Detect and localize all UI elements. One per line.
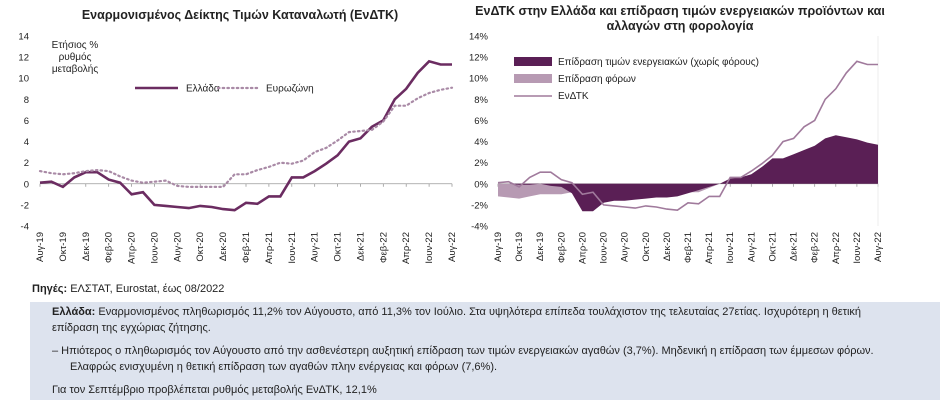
right-y-tick-label: -4%: [471, 222, 488, 233]
left-x-tick-label: Οκτ-20: [195, 232, 206, 262]
right-y-tick-label: 6%: [474, 116, 488, 127]
right-x-tick-label: Δεκ-21: [789, 232, 800, 261]
left-x-tick-label: Αυγ-19: [35, 232, 46, 262]
right-y-tick-label: 0%: [474, 179, 488, 190]
commentary-paragraph-1: Ελλάδα: Εναρμονισμένος πληθωρισμός 11,2%…: [52, 305, 902, 336]
commentary-greece-text: Εναρμονισμένος πληθωρισμός 11,2% τον Αύγ…: [52, 306, 862, 334]
left-series-line-eurozone: [38, 86, 454, 188]
left-y-tick-label: 4: [24, 137, 29, 148]
left-x-tick-label: Αυγ-22: [447, 232, 458, 262]
right-y-tick-label: 12%: [469, 53, 489, 64]
left-x-tick-label: Φεβ-20: [104, 232, 115, 263]
commentary-paragraph-2: – Ηπιότερος ο πληθωρισμός τον Αύγουστο α…: [52, 345, 874, 373]
left-y-tick-label: 12: [18, 53, 29, 64]
right-x-tick-label: Αυγ-21: [746, 232, 757, 262]
right-x-tick-label: Οκτ-19: [514, 232, 525, 262]
left-x-tick-label: Αυγ-20: [172, 232, 183, 262]
sources-line: Πηγές: ΕΛΣΤΑΤ, Eurostat, έως 08/2022: [32, 283, 224, 295]
right-x-tick-label: Αυγ-19: [493, 232, 504, 262]
right-legend-label-taxes: Επίδραση φόρων: [558, 73, 636, 85]
left-x-tick-label: Δεκ-19: [81, 232, 92, 261]
right-x-tick-label: Απρ-21: [704, 232, 715, 264]
right-y-tick-label: 4%: [474, 137, 488, 148]
right-legend-swatch-energy: [514, 57, 552, 66]
left-x-tick-label: Απρ-20: [127, 232, 138, 264]
left-y-tick-label: -4: [21, 222, 29, 233]
right-x-tick-label: Αυγ-20: [620, 232, 631, 262]
right-x-tick-label: Φεβ-20: [556, 232, 567, 263]
sources-text: ΕΛΣΤΑΤ, Eurostat, έως 08/2022: [67, 283, 225, 295]
left-y-tick-label: -2: [21, 200, 29, 211]
left-series-line-greece: [39, 59, 452, 212]
right-legend-label-energy: Επίδραση τιμών ενεργειακών (χωρίς φόρους…: [558, 56, 759, 68]
commentary-paragraph-3: Για τον Σεπτέμβριο προβλέπεται ρυθμός με…: [52, 384, 377, 396]
left-x-tick-label: Οκτ-21: [333, 232, 344, 262]
left-x-tick-label: Απρ-22: [401, 232, 412, 264]
right-x-tick-label: Ιουν-22: [852, 232, 863, 264]
right-series-line-hicp: [497, 60, 878, 212]
left-ylabel-line: Ετήσιος %: [52, 39, 99, 51]
left-x-tick-label: Δεκ-20: [218, 232, 229, 261]
sources-label: Πηγές:: [32, 283, 68, 295]
commentary-greece-label: Ελλάδα:: [52, 306, 96, 318]
right-x-tick-label: Δεκ-19: [535, 232, 546, 261]
left-legend-label-eurozone: Ευρωζώνη: [266, 83, 314, 95]
right-x-tick-label: Οκτ-21: [767, 232, 778, 262]
left-legend-label-greece: Ελλάδα: [186, 83, 220, 95]
left-x-tick-label: Φεβ-22: [378, 232, 389, 263]
right-chart-title: ΕνΔΤΚ στην Ελλάδα και επίδραση τιμών ενε…: [475, 4, 885, 33]
left-y-tick-label: 6: [24, 116, 29, 127]
left-x-tick-label: Ιουν-20: [149, 232, 160, 264]
right-x-tick-label: Οκτ-20: [641, 232, 652, 262]
right-x-tick-label: Δεκ-20: [662, 232, 673, 261]
left-ylabel-line: ρυθμός: [59, 51, 92, 63]
left-x-tick-label: Φεβ-21: [241, 232, 252, 263]
left-x-tick-label: Απρ-21: [264, 232, 275, 264]
right-x-tick-label: Απρ-20: [577, 232, 588, 264]
left-y-tick-label: 0: [24, 179, 29, 190]
left-y-tick-label: 10: [18, 74, 29, 85]
left-x-tick-label: Ιουν-21: [287, 232, 298, 264]
left-y-tick-label: 8: [24, 95, 29, 106]
left-x-tick-label: Οκτ-19: [58, 232, 69, 262]
left-x-tick-label: Δεκ-21: [355, 232, 366, 261]
left-ylabel-line: μεταβολής: [52, 63, 98, 75]
right-y-tick-label: 8%: [474, 95, 488, 106]
left-x-tick-label: Ιουν-22: [424, 232, 435, 264]
right-x-tick-label: Ιουν-20: [599, 232, 610, 264]
right-x-tick-label: Φεβ-21: [683, 232, 694, 263]
left-y-tick-label: 14: [18, 32, 29, 43]
right-x-tick-label: Φεβ-22: [810, 232, 821, 263]
right-y-tick-label: 2%: [474, 158, 488, 169]
left-chart-title: Εναρμονισμένος Δείκτης Τιμών Καταναλωτή …: [81, 8, 399, 22]
charts-canvas: 14 12 10 8 6 4 2 0 -2 -4 Αυγ-19 Οκτ-19 Δεκ-19 Φεβ-20 Α…: [18, 32, 884, 265]
right-legend-swatch-taxes: [514, 74, 552, 83]
commentary-box: Ελλάδα: Εναρμονισμένος πληθωρισμός 11,2%…: [30, 302, 940, 400]
right-y-tick-label: 14%: [469, 32, 489, 43]
right-y-tick-label: 10%: [469, 74, 489, 85]
right-y-tick-label: -2%: [471, 200, 488, 211]
left-x-tick-label: Αυγ-21: [310, 232, 321, 262]
right-legend-label-hicp: ΕνΔΤΚ: [558, 91, 589, 102]
right-area-energy: [498, 135, 878, 212]
right-x-tick-label: Αυγ-22: [873, 232, 884, 262]
right-x-tick-label: Ιουν-21: [725, 232, 736, 264]
right-x-tick-label: Απρ-22: [831, 232, 842, 264]
left-y-tick-label: 2: [24, 158, 29, 169]
